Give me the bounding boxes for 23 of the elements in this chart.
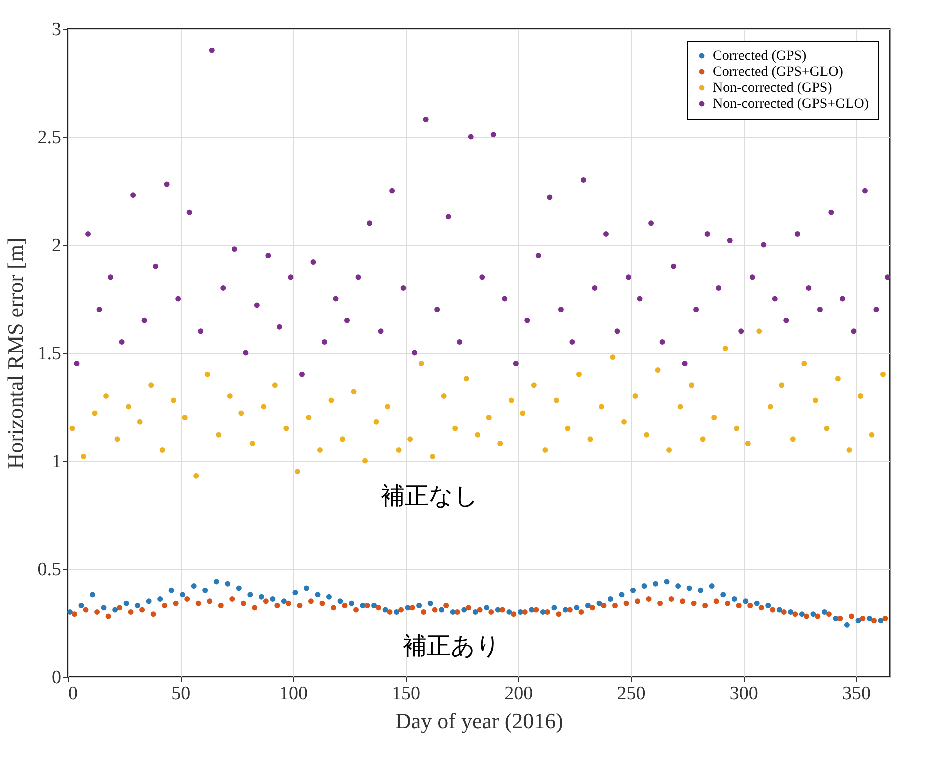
annotation: 補正なし [381,482,479,510]
y-tick-label: 2.5 [38,128,62,148]
x-tick-label: 300 [730,684,758,704]
legend-label: Corrected (GPS) [713,49,808,64]
legend-label: Corrected (GPS+GLO) [713,65,844,80]
y-tick-label: 2 [52,236,62,256]
x-tick-label: 0 [68,684,78,704]
y-axis-title: Horizontal RMS error [m] [2,238,28,470]
x-tick-label: 250 [617,684,646,704]
y-tick-label: 1 [52,452,62,472]
x-tick-label: 200 [504,684,534,704]
annotation: 補正あり [403,632,501,660]
legend-label: Non-corrected (GPS) [713,81,833,96]
y-tick-label: 3 [52,20,62,40]
y-tick-label: 1.5 [38,344,62,364]
x-axis-title: Day of year (2016) [396,708,564,734]
y-tick-label: 0.5 [38,560,62,580]
y-tick-label: 0 [52,668,62,688]
x-tick-label: 100 [279,684,308,704]
x-tick-label: 150 [392,684,421,704]
legend-label: Non-corrected (GPS+GLO) [713,97,870,112]
x-tick-label: 350 [842,684,871,704]
x-tick-label: 50 [172,684,191,704]
